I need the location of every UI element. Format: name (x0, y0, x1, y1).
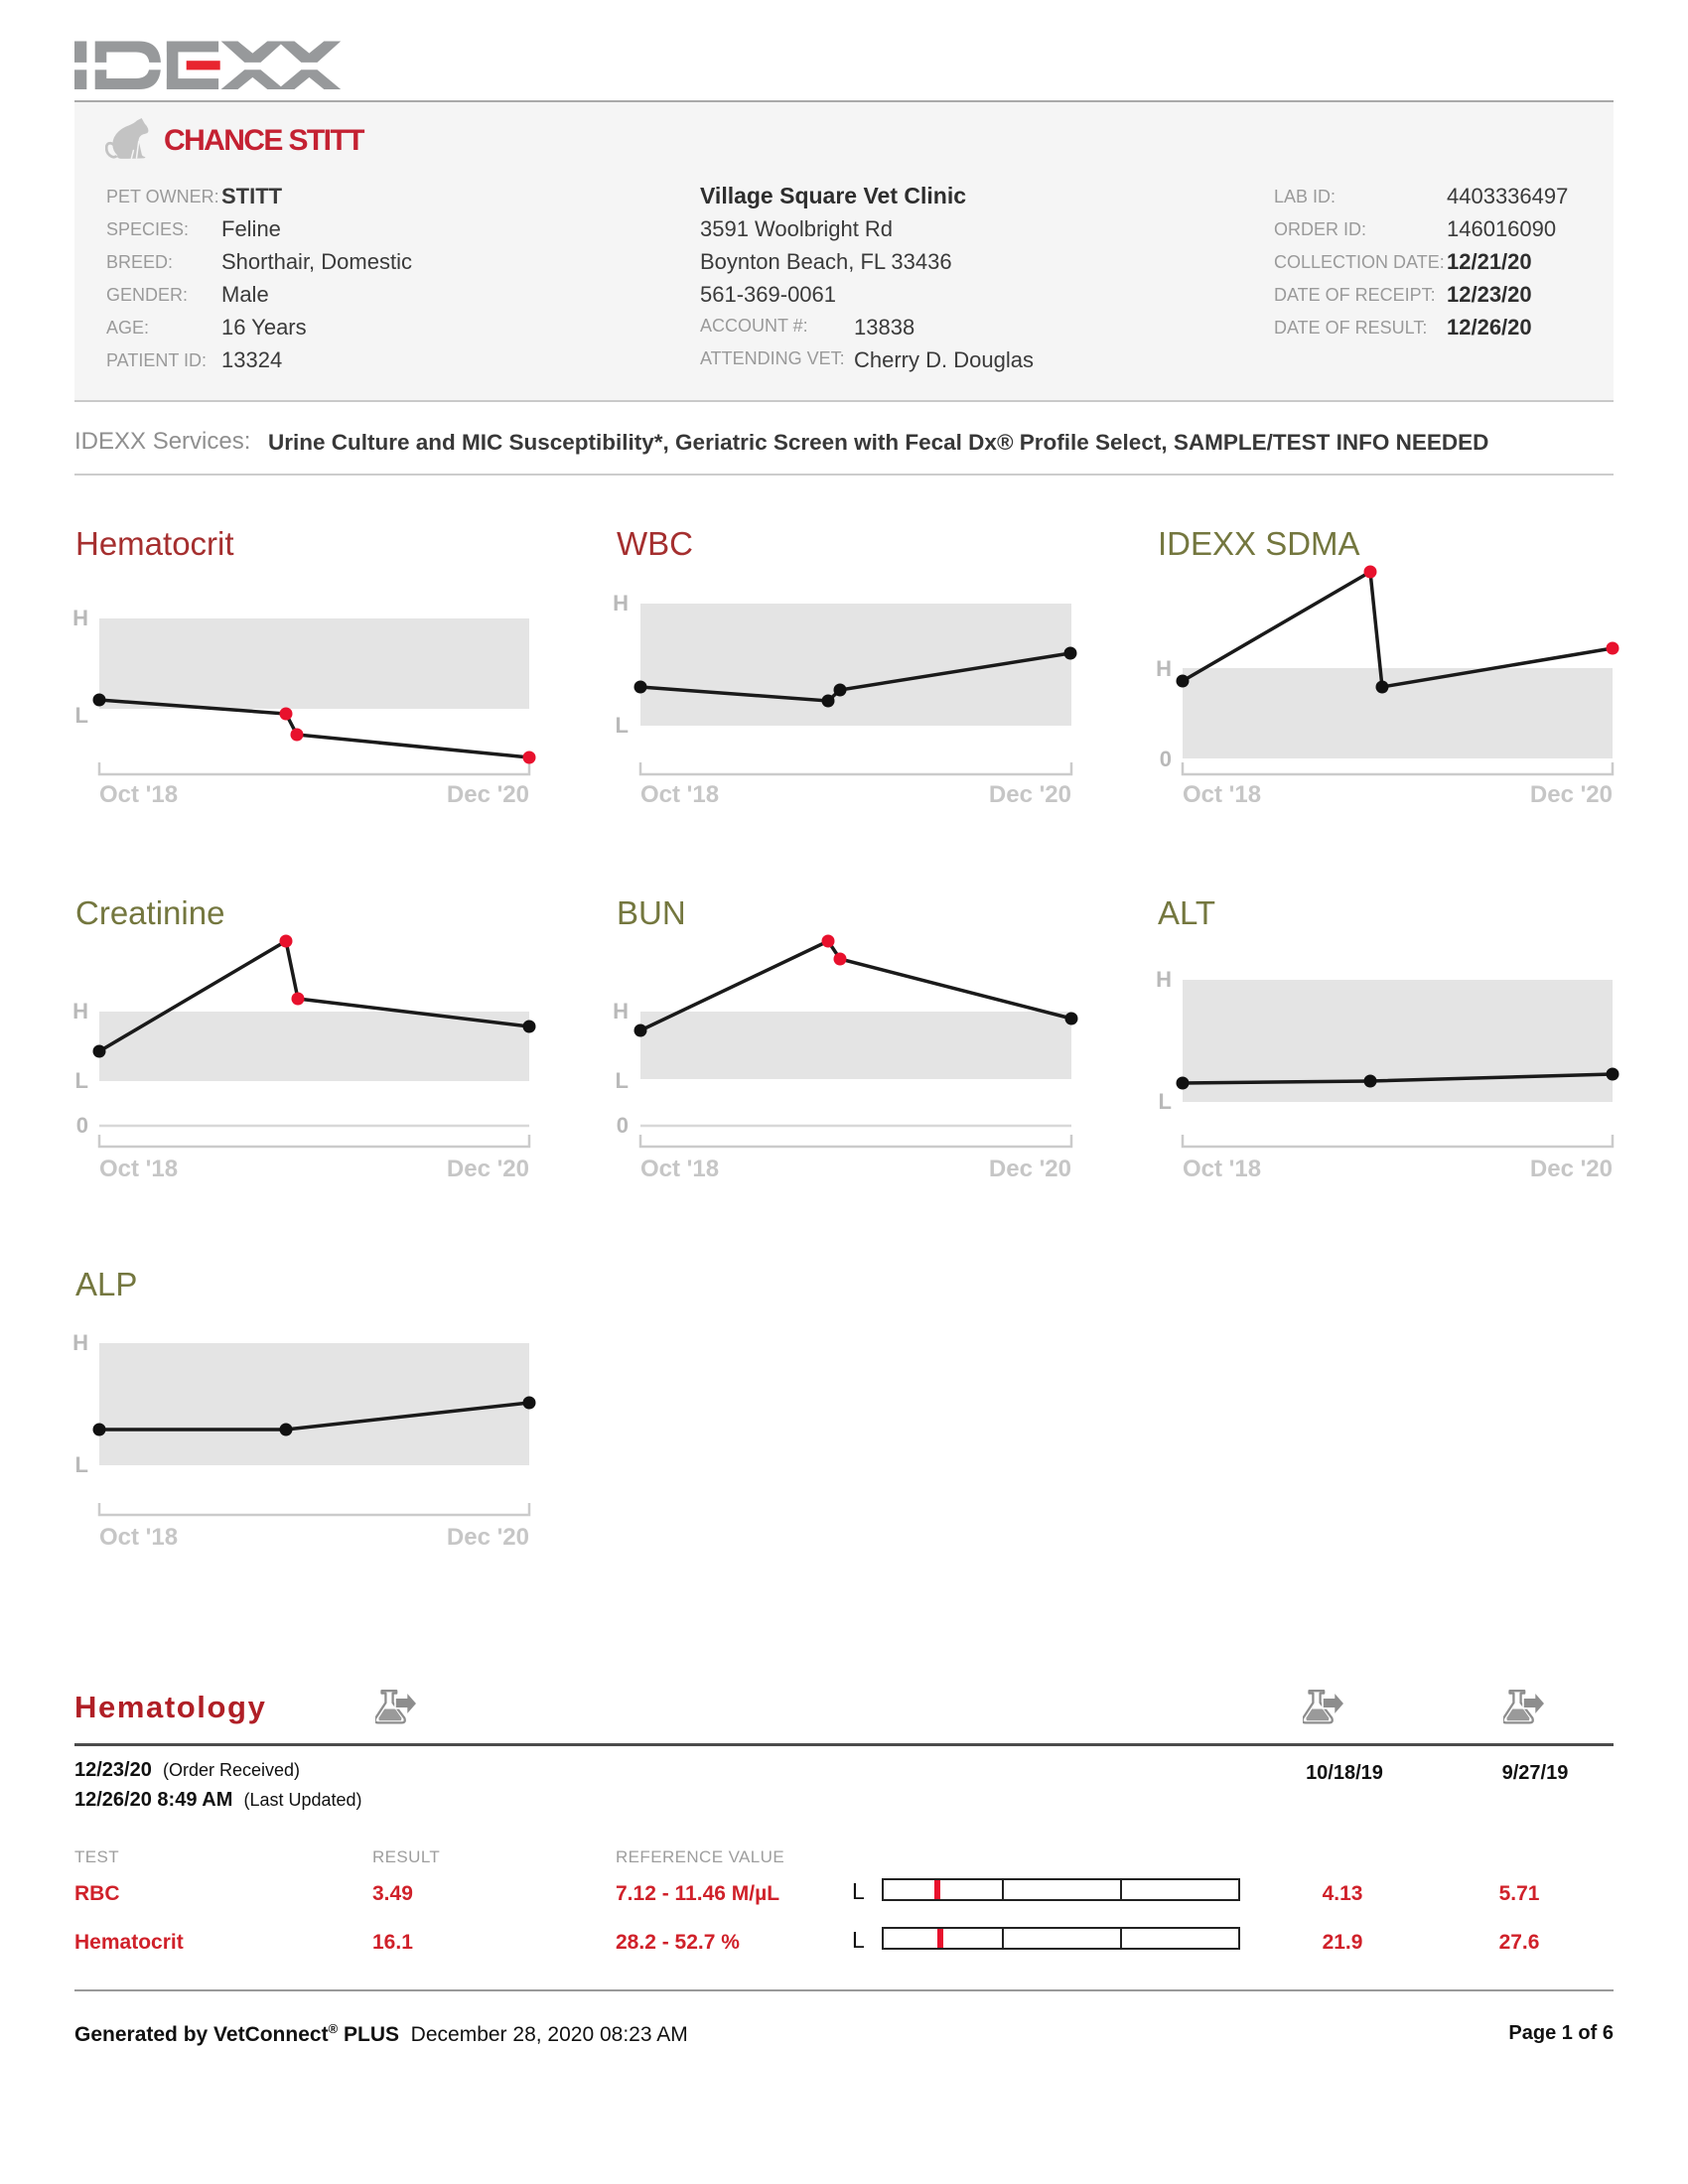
svg-text:Oct '18: Oct '18 (640, 781, 719, 808)
svg-text:L: L (616, 713, 629, 738)
svg-text:Dec '20: Dec '20 (989, 1156, 1071, 1182)
svg-text:L: L (1159, 1089, 1172, 1114)
svg-text:L: L (75, 703, 88, 728)
svg-text:Hematocrit: Hematocrit (75, 525, 234, 562)
svg-text:Oct '18: Oct '18 (1183, 1156, 1261, 1182)
svg-text:IDEXX SDMA: IDEXX SDMA (1158, 525, 1360, 562)
svg-text:Dec '20: Dec '20 (1530, 1156, 1613, 1182)
svg-text:H: H (613, 591, 629, 615)
svg-text:H: H (72, 606, 88, 630)
svg-text:L: L (75, 1452, 88, 1477)
svg-text:ALT: ALT (1158, 894, 1215, 931)
svg-text:Dec '20: Dec '20 (447, 1524, 529, 1551)
svg-text:WBC: WBC (617, 525, 693, 562)
svg-text:Dec '20: Dec '20 (1530, 781, 1613, 808)
svg-text:Oct '18: Oct '18 (640, 1156, 719, 1182)
svg-text:Oct '18: Oct '18 (99, 1156, 178, 1182)
svg-text:Oct '18: Oct '18 (99, 1524, 178, 1551)
svg-text:H: H (72, 1330, 88, 1355)
svg-text:Creatinine: Creatinine (75, 894, 224, 931)
svg-text:0: 0 (76, 1113, 88, 1138)
svg-text:H: H (1156, 967, 1172, 992)
svg-text:L: L (75, 1068, 88, 1093)
svg-text:Oct '18: Oct '18 (99, 781, 178, 808)
svg-text:Dec '20: Dec '20 (447, 781, 529, 808)
svg-text:H: H (613, 999, 629, 1024)
svg-text:H: H (72, 999, 88, 1024)
svg-text:H: H (1156, 656, 1172, 681)
svg-text:L: L (616, 1068, 629, 1093)
svg-text:Dec '20: Dec '20 (447, 1156, 529, 1182)
svg-text:Oct '18: Oct '18 (1183, 781, 1261, 808)
svg-text:BUN: BUN (617, 894, 686, 931)
svg-text:Dec '20: Dec '20 (989, 781, 1071, 808)
svg-text:0: 0 (617, 1113, 629, 1138)
svg-text:ALP: ALP (75, 1266, 137, 1302)
svg-text:0: 0 (1160, 747, 1172, 771)
